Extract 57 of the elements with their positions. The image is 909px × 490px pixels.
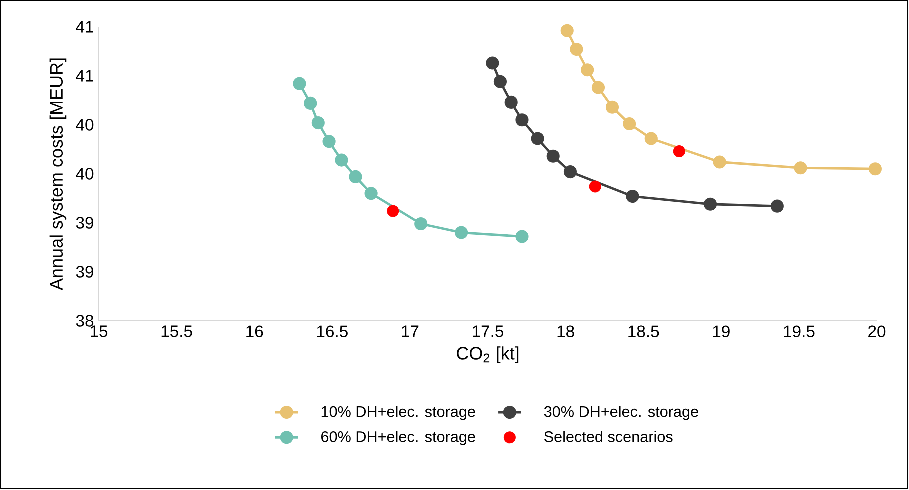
x-tick-label: 17	[402, 326, 419, 338]
point	[494, 75, 507, 88]
legend-label: 30% DH+elec. storage	[544, 406, 698, 420]
point	[868, 162, 882, 176]
legend-label: 60% DH+elec. storage	[322, 431, 476, 446]
y-tick-label: 41	[76, 21, 94, 33]
point	[312, 116, 325, 130]
y-tick-label: 40	[76, 168, 94, 180]
point	[623, 117, 636, 131]
point	[546, 150, 560, 163]
point	[560, 24, 574, 38]
point	[516, 230, 529, 244]
x-tick-label: 16	[246, 326, 264, 338]
x-tick-label: 15.5	[162, 326, 192, 338]
point	[581, 64, 594, 77]
point	[592, 81, 606, 94]
y-tick-label: 41	[76, 70, 94, 82]
y-axis-title: Annual system costs [MEUR]	[50, 58, 67, 290]
point	[794, 162, 808, 175]
x-tick-label: 16.5	[317, 326, 348, 338]
x-tick-label: 19	[713, 326, 730, 338]
point	[486, 56, 500, 70]
point	[589, 180, 602, 193]
point	[516, 114, 529, 127]
y-tick-label: 38	[76, 315, 94, 327]
point	[293, 77, 306, 90]
legend-label: Selected scenarios	[544, 431, 673, 442]
legend-label: 10% DH+elec. storage	[322, 406, 476, 420]
point	[644, 132, 658, 146]
point	[606, 100, 620, 114]
y-tick-label: 39	[76, 266, 94, 278]
x-axis-title: CO$_{2}$ [kt]	[457, 346, 519, 364]
point	[387, 205, 400, 218]
y-tick-label: 40	[76, 119, 94, 131]
x-tick-label: 17.5	[473, 326, 504, 338]
point	[704, 198, 718, 211]
x-tick-label: 20	[868, 326, 886, 338]
point	[335, 154, 348, 167]
point	[455, 226, 468, 240]
x-tick-label: 15	[91, 326, 108, 338]
point	[531, 132, 544, 146]
point	[770, 200, 784, 213]
point	[570, 43, 584, 56]
y-tick-label: 39	[76, 217, 94, 229]
point	[673, 145, 686, 158]
point	[626, 190, 640, 204]
x-tick-label: 18.5	[628, 326, 660, 338]
point	[414, 217, 428, 231]
x-tick-label: 19.5	[784, 326, 815, 338]
point	[322, 135, 336, 148]
point	[564, 166, 578, 179]
point	[364, 187, 378, 200]
point	[304, 96, 318, 110]
x-tick-label: 18	[558, 326, 574, 338]
point	[349, 170, 362, 184]
point	[713, 156, 726, 169]
point	[504, 96, 518, 109]
